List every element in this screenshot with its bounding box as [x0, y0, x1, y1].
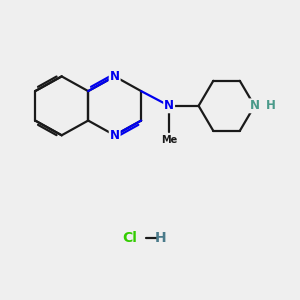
- Text: N: N: [250, 99, 260, 112]
- Text: N: N: [164, 99, 174, 112]
- Text: Me: Me: [161, 135, 177, 145]
- Text: N: N: [110, 70, 120, 83]
- Text: H: H: [266, 99, 276, 112]
- Text: H: H: [154, 231, 166, 245]
- Text: N: N: [110, 129, 120, 142]
- Text: Cl: Cl: [122, 231, 137, 245]
